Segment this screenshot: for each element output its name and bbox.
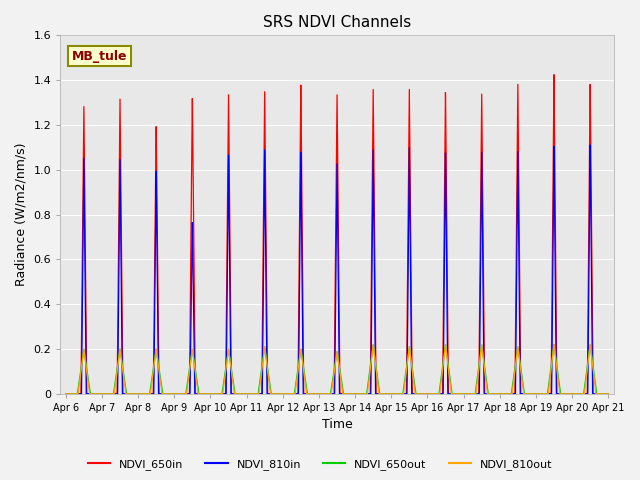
Line: NDVI_650in: NDVI_650in	[66, 74, 608, 394]
NDVI_810out	[467, 391, 474, 396]
NDVI_650in	[387, 391, 395, 396]
NDVI_810in	[467, 391, 474, 396]
NDVI_810out	[604, 391, 612, 396]
Title: SRS NDVI Channels: SRS NDVI Channels	[263, 15, 411, 30]
NDVI_650in	[415, 391, 422, 396]
NDVI_810in	[161, 391, 168, 396]
NDVI_650in	[62, 391, 70, 396]
NDVI_810out	[508, 391, 516, 396]
NDVI_810out	[550, 342, 558, 348]
Text: MB_tule: MB_tule	[72, 49, 127, 63]
NDVI_650in	[161, 391, 168, 396]
NDVI_650in	[269, 391, 277, 396]
NDVI_650in	[604, 391, 612, 396]
NDVI_650out	[62, 391, 70, 396]
NDVI_650in	[467, 391, 474, 396]
NDVI_810in	[604, 391, 612, 396]
Y-axis label: Radiance (W/m2/nm/s): Radiance (W/m2/nm/s)	[15, 143, 28, 287]
NDVI_650out	[508, 388, 516, 394]
Line: NDVI_650out: NDVI_650out	[66, 345, 608, 394]
NDVI_810in	[62, 391, 70, 396]
NDVI_650out	[387, 391, 395, 396]
NDVI_650in	[508, 391, 516, 396]
NDVI_810out	[161, 391, 168, 396]
NDVI_810in	[508, 391, 516, 396]
NDVI_810in	[586, 142, 594, 148]
NDVI_810out	[269, 391, 277, 396]
Line: NDVI_810in: NDVI_810in	[66, 145, 608, 394]
NDVI_650in	[550, 72, 558, 77]
NDVI_650out	[604, 391, 612, 396]
NDVI_810in	[415, 391, 422, 396]
NDVI_650out	[550, 342, 558, 348]
NDVI_650out	[161, 391, 168, 396]
X-axis label: Time: Time	[322, 419, 353, 432]
NDVI_650out	[467, 391, 474, 396]
NDVI_810in	[269, 391, 277, 396]
NDVI_650out	[415, 391, 422, 396]
NDVI_810out	[62, 391, 70, 396]
Legend: NDVI_650in, NDVI_810in, NDVI_650out, NDVI_810out: NDVI_650in, NDVI_810in, NDVI_650out, NDV…	[83, 455, 557, 474]
NDVI_810out	[415, 391, 422, 396]
Line: NDVI_810out: NDVI_810out	[66, 345, 608, 394]
NDVI_810in	[387, 391, 395, 396]
NDVI_650out	[269, 391, 277, 396]
NDVI_810out	[387, 391, 395, 396]
